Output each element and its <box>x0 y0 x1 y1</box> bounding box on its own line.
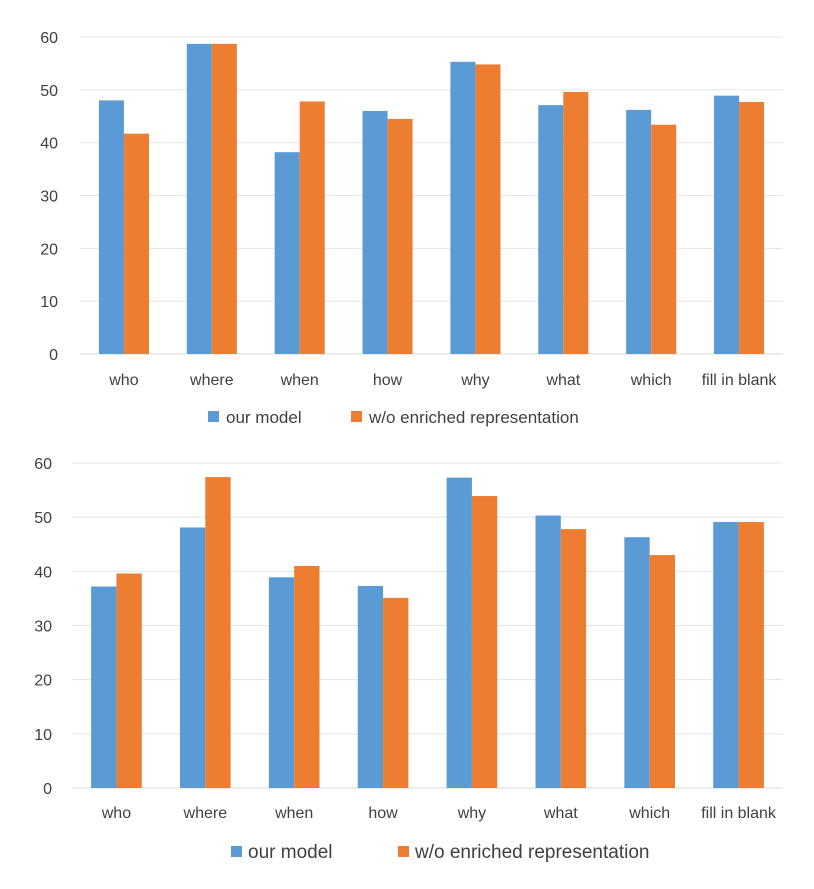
bar-our-model-fill-in-blank <box>713 522 739 788</box>
legend-label-wo-enriched: w/o enriched representation <box>368 408 579 427</box>
x-tick-label: who <box>101 805 131 822</box>
bar-our-model-which <box>626 109 652 354</box>
y-tick-label: 60 <box>40 30 58 47</box>
bar-wo-enriched-how <box>387 118 413 355</box>
bar-wo-enriched-which <box>651 124 677 354</box>
x-tick-label: where <box>189 372 234 389</box>
legend-label-our-model: our model <box>226 408 302 427</box>
x-tick-label: when <box>280 372 319 389</box>
chart-panel-1: 0 10 20 30 40 50 60 who where when how why what which… <box>40 30 783 427</box>
bar-our-model-which <box>624 537 650 788</box>
y-tick-label: 10 <box>34 727 52 744</box>
y-tick-label: 0 <box>49 347 58 364</box>
bar-our-model-how <box>362 110 388 354</box>
bar-our-model-fill-in-blank <box>714 95 740 355</box>
legend-label-wo-enriched: w/o enriched representation <box>414 842 649 863</box>
bar-wo-enriched-why <box>475 64 501 355</box>
y-tick-label: 30 <box>40 189 58 206</box>
bar-wo-enriched-where <box>211 43 237 354</box>
x-tick-label: what <box>543 805 578 822</box>
y-tick-label: 40 <box>34 564 52 581</box>
bar-wo-enriched-why <box>471 496 498 788</box>
x-tick-label: why <box>457 805 486 822</box>
bar-our-model-when <box>274 152 300 354</box>
bar-our-model-where <box>186 43 212 354</box>
bar-our-model-what <box>535 515 561 788</box>
y-tick-label: 20 <box>40 241 58 258</box>
bar-our-model-when <box>268 577 295 788</box>
bar-wo-enriched-who <box>116 573 142 788</box>
legend-swatch-wo-enriched <box>351 411 362 422</box>
x-tick-label: what <box>545 372 580 389</box>
bar-wo-enriched-what <box>563 91 589 355</box>
bar-wo-enriched-when <box>299 101 325 354</box>
bar-wo-enriched-where <box>205 477 231 788</box>
y-tick-label: 50 <box>40 83 58 100</box>
bar-wo-enriched-fill-in-blank <box>739 101 765 354</box>
legend-label-our-model: our model <box>248 842 333 863</box>
y-tick-label: 10 <box>40 294 58 311</box>
x-tick-label: where <box>183 805 228 822</box>
y-tick-label: 50 <box>34 510 52 527</box>
bar-our-model-who <box>91 586 117 788</box>
x-tick-label: fill in blank <box>701 805 777 822</box>
bar-wo-enriched-fill-in-blank <box>738 522 764 788</box>
bar-wo-enriched-what <box>560 529 587 788</box>
chart-panel-2: 0 10 20 30 40 50 60 who where when how why what which… <box>34 456 783 863</box>
x-tick-label: why <box>460 372 489 389</box>
bar-our-model-how <box>357 585 384 788</box>
y-tick-label: 20 <box>34 673 52 690</box>
bar-wo-enriched-who <box>123 133 149 354</box>
y-tick-label: 0 <box>43 781 52 798</box>
bar-wo-enriched-which <box>649 555 676 788</box>
legend-swatch-our-model <box>208 411 219 422</box>
bar-wo-enriched-when <box>294 565 320 788</box>
x-tick-label: how <box>373 372 403 389</box>
x-tick-label: how <box>368 805 398 822</box>
x-tick-label: who <box>108 372 138 389</box>
legend-swatch-our-model <box>231 846 242 857</box>
x-tick-label: which <box>630 372 672 389</box>
x-tick-label: which <box>628 805 670 822</box>
bar-our-model-why <box>446 477 472 788</box>
bar-our-model-why <box>450 61 476 354</box>
x-tick-label: when <box>274 805 313 822</box>
x-tick-label: fill in blank <box>702 372 778 389</box>
legend-swatch-wo-enriched <box>398 846 409 857</box>
bar-our-model-who <box>98 100 124 355</box>
y-tick-label: 40 <box>40 136 58 153</box>
bar-wo-enriched-how <box>383 597 409 788</box>
y-tick-label: 60 <box>34 456 52 473</box>
bar-our-model-where <box>179 527 206 788</box>
bar-our-model-what <box>538 105 564 354</box>
y-tick-label: 30 <box>34 619 52 636</box>
